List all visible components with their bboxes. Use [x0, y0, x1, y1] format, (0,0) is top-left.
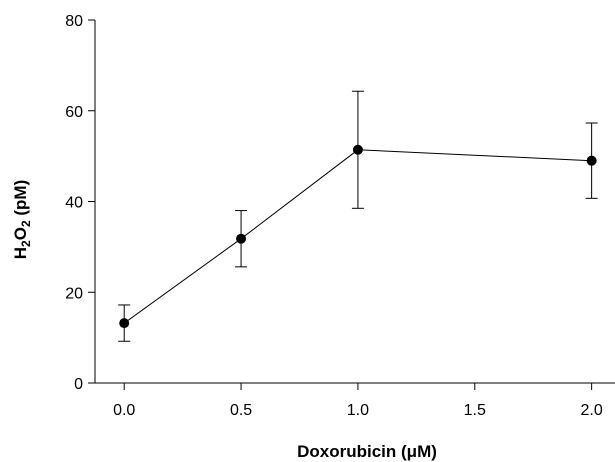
plot-area: 0 20 40 60 80 0.0 0.5 1.0 1.5 2.0	[65, 13, 615, 419]
y-axis-title-subscript: 2	[19, 240, 33, 247]
x-ticks: 0.0 0.5 1.0 1.5 2.0	[113, 383, 603, 419]
y-tick-label: 20	[65, 285, 83, 302]
x-tick-label: 0.5	[230, 402, 252, 419]
data-point	[119, 318, 130, 329]
series-group	[118, 90, 598, 342]
y-tick-label: 40	[65, 195, 83, 212]
y-axis-title-part: H	[11, 247, 30, 259]
x-tick-label: 1.5	[464, 402, 486, 419]
data-point	[236, 233, 247, 244]
x-tick-label: 0.0	[113, 402, 135, 419]
y-axis-title-part: O	[11, 227, 30, 240]
data-point	[586, 155, 597, 166]
y-tick-label: 80	[65, 13, 83, 30]
y-axis-title-part: (pM)	[11, 180, 30, 221]
y-axis-title-subscript: 2	[19, 220, 33, 227]
y-tick-label: 0	[74, 376, 83, 393]
series-line	[123, 149, 592, 324]
x-axis-title: Doxorubicin (μM)	[297, 442, 437, 461]
data-point	[352, 144, 363, 155]
x-tick-label: 1.0	[347, 402, 369, 419]
y-axis-title: H2O2 (pM)	[11, 180, 33, 259]
y-tick-label: 60	[65, 104, 83, 121]
y-ticks: 0 20 40 60 80	[65, 13, 95, 393]
x-tick-label: 2.0	[581, 402, 603, 419]
